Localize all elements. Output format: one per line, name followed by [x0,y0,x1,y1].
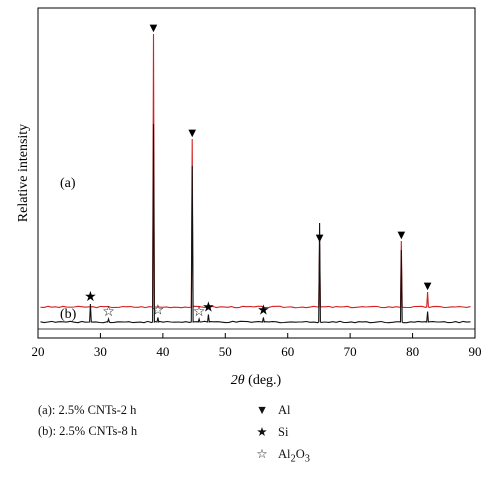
x-tick-label: 90 [469,344,482,359]
x-tick-label: 60 [281,344,294,359]
x-tick-label: 80 [406,344,419,359]
legend-al2o3-label: Al2O3 [278,447,310,465]
plot-frame [37,7,476,339]
y-axis-label: Relative intensity [16,124,31,222]
phase-marker-si-icon: ★ [84,289,97,305]
x-axis-symbol: 2θ [231,373,245,388]
x-tick-label: 40 [156,344,169,359]
legend-si-label: Si [278,425,289,439]
x-tick-label: 70 [344,344,357,359]
x-axis-ticks: 20 30 40 50 60 70 80 90 [32,333,482,359]
x-tick-label: 20 [32,344,45,359]
phase-marker-al-icon: ▼ [397,230,405,241]
legend-series-b: (b): 2.5% CNTs-8 h [38,424,138,438]
series-layer [40,33,471,324]
marker-layer: ▼▼▼ ▼▼★☆ ☆ ☆★ ★ [84,23,432,320]
x-axis-unit: (deg.) [248,373,281,388]
xrd-chart: ▼▼▼ ▼▼★☆ ☆ ☆★ ★ 20 30 40 50 60 70 80 90 (a) (b) Rel… [16,7,482,388]
legend-al: ▼ Al [254,403,291,418]
phase-marker-al-icon: ▼ [188,128,196,139]
al-marker-icon: ▼ [255,403,269,417]
al2o3-marker-icon: ☆ [256,447,268,461]
x-tick-label: 30 [94,344,107,359]
series-b-label: (b) [60,307,77,322]
phase-marker-al2o3-icon: ☆ [193,304,206,320]
legend-series-a: (a): 2.5% CNTs-2 h [38,403,137,417]
phase-marker-si-icon: ★ [257,303,270,319]
phase-marker-al-icon: ▼ [424,281,432,292]
legend-si: ★ Si [254,424,288,440]
phase-marker-al2o3-icon: ☆ [102,304,115,320]
phase-marker-al2o3-icon: ☆ [152,303,165,319]
legend-al-label: Al [278,403,291,417]
series-line [40,33,471,309]
phase-marker-al-icon: ▼ [150,23,158,34]
phase-marker-si-icon: ★ [202,300,215,316]
si-marker-icon: ★ [256,425,268,439]
series-line [40,123,471,324]
legend-al2o3: ☆ Al2O3 [254,446,310,465]
x-tick-label: 50 [219,344,232,359]
x-axis-label: 2θ (deg.) [231,373,282,388]
series-a-label: (a) [60,176,76,191]
phase-marker-al-icon: ▼ [316,233,324,244]
